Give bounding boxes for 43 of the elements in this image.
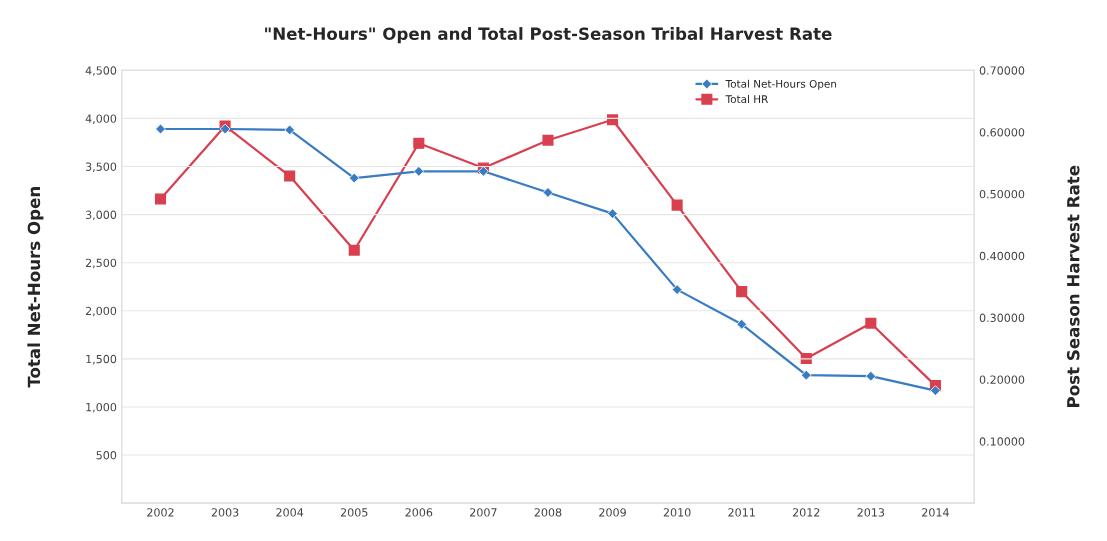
x-tick-label: 2004 [276, 508, 304, 517]
y2-tick-label: 0.20000 [979, 375, 1025, 384]
point [284, 170, 296, 182]
chart-title: "Net-Hours" Open and Total Post-Season Tribal Harvest Rate [265, 27, 832, 44]
point [154, 193, 167, 205]
x-tick-label: 2009 [599, 508, 626, 517]
y-tick-label: 2,000 [85, 306, 117, 317]
y-tick-label: 1,000 [86, 402, 117, 413]
point [671, 199, 683, 211]
point [413, 137, 425, 149]
y-tick-label: 4,000 [85, 114, 117, 124]
x-tick-label: 2012 [792, 508, 820, 517]
x-tick-label: 2013 [857, 508, 885, 517]
y2-tick-label: 0.10000 [979, 437, 1025, 446]
y-axis-title: Total Net-Hours Open [27, 187, 44, 388]
y-tick-label: 500 [96, 451, 117, 460]
y-tick-label: 4,500 [85, 66, 117, 76]
y2-axis-title: Post Season Harvest Rate [1066, 165, 1080, 407]
point [542, 134, 554, 146]
point [348, 244, 360, 256]
y2-tick-label: 0.70000 [979, 66, 1025, 75]
y-tick-label: 2,500 [85, 258, 117, 269]
x-tick-label: 2006 [405, 508, 433, 517]
y2-tick-label: 0.40000 [979, 251, 1025, 261]
legend-label: Total HR [725, 94, 768, 104]
point [865, 317, 877, 329]
x-tick-label: 2002 [147, 508, 174, 517]
y-tick-label: 1,500 [86, 354, 117, 365]
x-tick-label: 2008 [534, 508, 562, 517]
x-tick-label: 2005 [340, 508, 368, 517]
point [606, 114, 619, 126]
x-tick-label: 2010 [663, 508, 691, 517]
x-tick-label: 2014 [922, 508, 949, 517]
y2-tick-label: 0.50000 [979, 189, 1025, 199]
legend-label: Total Net-Hours Open [725, 79, 837, 90]
x-tick-label: 2011 [728, 508, 755, 517]
y2-tick-label: 0.30000 [979, 313, 1025, 323]
x-tick-label: 2003 [211, 508, 239, 517]
y2-tick-label: 0.60000 [979, 128, 1025, 137]
y-tick-label: 3,000 [85, 210, 117, 221]
x-tick-label: 2007 [470, 508, 497, 517]
point [736, 286, 748, 298]
y-tick-label: 3,500 [85, 162, 117, 173]
